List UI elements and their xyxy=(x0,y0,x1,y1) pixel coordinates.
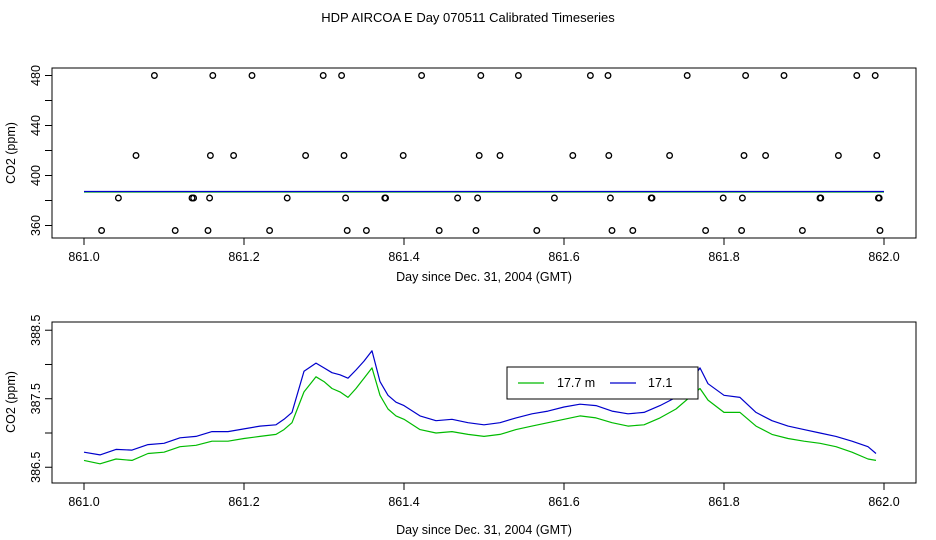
data-point xyxy=(873,152,881,159)
data-point xyxy=(648,194,656,202)
data-point xyxy=(132,152,140,159)
data-point xyxy=(209,72,217,79)
data-point xyxy=(875,194,883,202)
y-tick-label: 388.5 xyxy=(29,315,43,346)
data-point xyxy=(604,72,612,79)
plot-frame xyxy=(51,321,917,484)
data-point xyxy=(683,72,691,79)
data-point xyxy=(435,227,443,234)
x-tick-label: 862.0 xyxy=(868,250,899,264)
series-line-17-1 xyxy=(83,350,877,456)
data-point xyxy=(338,72,346,79)
scatter-panel: 861.0 861.2 861.4 861.6 861.8 862.0 360 400 440 4… xyxy=(4,65,917,284)
legend: 17.7 m 17.1 xyxy=(506,366,699,400)
data-point xyxy=(230,152,238,159)
y-axis-label: CO2 (ppm) xyxy=(4,371,18,433)
data-point xyxy=(719,194,727,202)
data-point xyxy=(608,227,616,234)
data-point xyxy=(738,194,746,202)
legend-label-17-1: 17.1 xyxy=(648,376,672,390)
data-point xyxy=(283,194,291,202)
data-point xyxy=(606,194,614,202)
series-line-17-7-m xyxy=(83,367,877,465)
data-point xyxy=(853,72,861,79)
x-tick-label: 861.2 xyxy=(228,495,259,509)
data-point xyxy=(780,72,788,79)
line-panel: 861.0 861.2 861.4 861.6 861.8 862.0 386.5 387.5… xyxy=(4,315,917,537)
data-point xyxy=(454,194,462,202)
data-point xyxy=(418,72,426,79)
data-point xyxy=(319,72,327,79)
data-point xyxy=(206,152,214,159)
x-tick-label: 861.8 xyxy=(708,250,739,264)
data-point xyxy=(114,194,122,202)
data-point xyxy=(586,72,594,79)
data-point xyxy=(514,72,522,79)
data-point xyxy=(496,152,504,159)
data-point xyxy=(302,152,310,159)
y-tick-label: 480 xyxy=(29,65,43,86)
x-tick-label: 861.2 xyxy=(228,250,259,264)
data-point xyxy=(98,227,106,234)
data-point xyxy=(569,152,577,159)
y-axis-label: CO2 (ppm) xyxy=(4,122,18,184)
data-point xyxy=(876,227,884,234)
data-point xyxy=(834,152,842,159)
data-point xyxy=(738,227,746,234)
data-point xyxy=(266,227,274,234)
data-point xyxy=(666,152,674,159)
y-tick-label: 386.5 xyxy=(29,452,43,483)
data-point xyxy=(533,227,541,234)
data-point xyxy=(472,227,480,234)
data-point xyxy=(248,72,256,79)
y-tick-label: 360 xyxy=(29,215,43,236)
x-tick-label: 861.0 xyxy=(68,495,99,509)
data-point xyxy=(399,152,407,159)
data-point xyxy=(362,227,370,234)
data-point xyxy=(550,194,558,202)
x-tick-label: 861.6 xyxy=(548,495,579,509)
data-point xyxy=(171,227,179,234)
y-tick-label: 400 xyxy=(29,165,43,186)
data-point xyxy=(342,194,350,202)
data-point xyxy=(817,194,825,202)
data-point xyxy=(340,152,348,159)
x-tick-label: 861.0 xyxy=(68,250,99,264)
data-point xyxy=(190,194,198,202)
x-axis-label: Day since Dec. 31, 2004 (GMT) xyxy=(396,523,572,537)
x-tick-label: 861.8 xyxy=(708,495,739,509)
data-point xyxy=(475,152,483,159)
x-tick-label: 861.4 xyxy=(388,250,419,264)
x-tick-label: 861.4 xyxy=(388,495,419,509)
chart-title: HDP AIRCOA E Day 070511 Calibrated Times… xyxy=(321,10,615,25)
y-tick-label: 440 xyxy=(29,115,43,136)
data-point xyxy=(474,194,482,202)
data-point xyxy=(343,227,351,234)
data-point xyxy=(871,72,879,79)
plot-frame xyxy=(51,67,917,239)
data-point xyxy=(762,152,770,159)
data-point xyxy=(382,194,390,202)
data-point xyxy=(798,227,806,234)
data-point xyxy=(206,194,214,202)
data-point xyxy=(740,152,748,159)
x-axis-label: Day since Dec. 31, 2004 (GMT) xyxy=(396,270,572,284)
legend-label-17-7m: 17.7 m xyxy=(557,376,595,390)
y-tick-label: 387.5 xyxy=(29,383,43,414)
data-point xyxy=(605,152,613,159)
x-tick-label: 861.6 xyxy=(548,250,579,264)
data-point xyxy=(477,72,485,79)
data-point xyxy=(204,227,212,234)
data-point xyxy=(150,72,158,79)
data-point xyxy=(629,227,637,234)
data-point xyxy=(702,227,710,234)
data-point xyxy=(742,72,750,79)
x-tick-label: 862.0 xyxy=(868,495,899,509)
